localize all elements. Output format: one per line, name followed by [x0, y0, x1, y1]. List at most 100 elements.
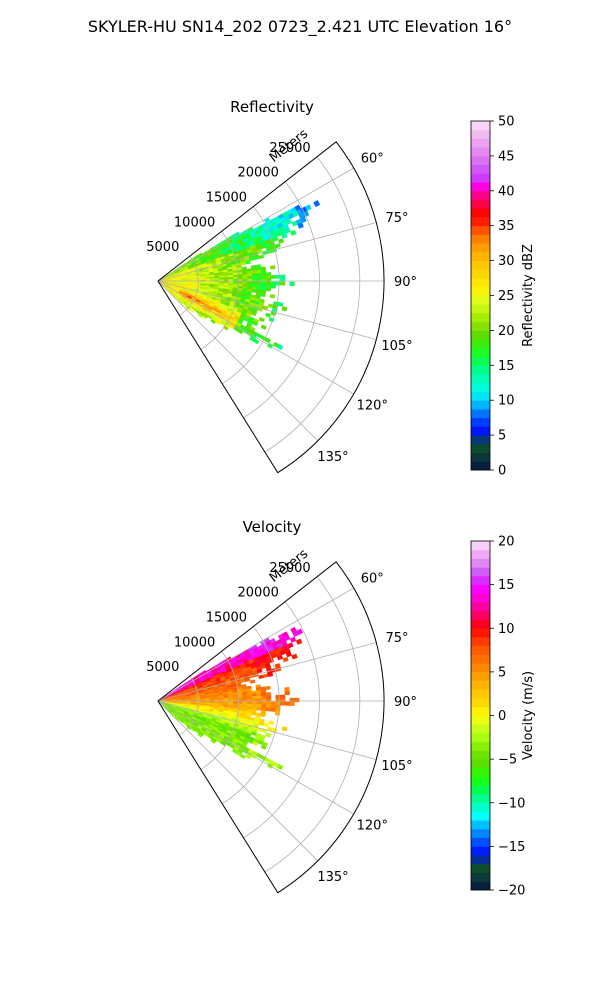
- field-cell: [297, 222, 304, 229]
- field-cell: [275, 694, 281, 699]
- colorbar-segment: [471, 269, 490, 279]
- colorbar-segment: [471, 785, 490, 795]
- field-cell: [261, 692, 267, 697]
- field-cell: [237, 328, 244, 335]
- field-cell: [228, 281, 234, 284]
- colorbar-segment: [471, 182, 490, 192]
- colorbar-tick-label: −10: [498, 796, 525, 811]
- colorbar-segment: [471, 820, 490, 830]
- colorbar-tick-label: 50: [498, 115, 515, 130]
- reflectivity-colorbar-label: Reflectivity dBZ: [521, 244, 536, 347]
- reflectivity-frame: [157, 141, 385, 474]
- colorbar-segment: [471, 391, 490, 401]
- field-cell: [268, 720, 275, 725]
- colorbar-tick-label: 25: [498, 289, 515, 304]
- field-cell: [251, 701, 258, 705]
- field-cell: [256, 695, 262, 700]
- field-cell: [251, 695, 258, 700]
- radial-tick-label: 10000: [174, 215, 215, 230]
- radial-tick-label: 25000: [269, 141, 310, 156]
- field-cell: [251, 281, 258, 285]
- field-cell: [265, 701, 272, 706]
- colorbar-segment: [471, 190, 490, 200]
- colorbar-segment: [471, 260, 490, 270]
- field-cell: [178, 719, 184, 724]
- colorbar-segment: [471, 715, 490, 725]
- field-cell: [284, 701, 290, 706]
- field-cell: [245, 753, 252, 760]
- colorbar-segment: [471, 741, 490, 751]
- radial-tick-label: 5000: [146, 240, 179, 255]
- colorbar-segment: [471, 461, 490, 471]
- colorbar-segment: [471, 365, 490, 375]
- sector-frame: [157, 141, 385, 474]
- field-cell: [256, 269, 262, 274]
- sector-frame: [157, 561, 385, 894]
- field-cell: [242, 696, 248, 700]
- field-cell: [228, 701, 234, 704]
- colorbar-segment: [471, 645, 490, 655]
- field-cell: [290, 229, 297, 236]
- colorbar-tick-label: 0: [498, 464, 506, 479]
- reflectivity-field: [157, 200, 321, 351]
- field-cell: [270, 274, 276, 279]
- angular-tick-label: 105°: [381, 339, 412, 354]
- field-cell: [260, 713, 266, 718]
- colorbar-segment: [471, 872, 490, 882]
- angular-tick-label: 60°: [361, 151, 384, 166]
- field-cell: [265, 685, 271, 690]
- grid-spoke: [157, 700, 354, 815]
- field-cell: [215, 320, 221, 326]
- field-cell: [265, 275, 272, 279]
- field-cell: [252, 740, 259, 746]
- colorbar-tick-label: 20: [498, 324, 515, 339]
- field-cell: [265, 281, 272, 286]
- radial-tick-label: 5000: [146, 660, 179, 675]
- velocity-angular-ticks: 60° 75° 90° 105° 120° 135°: [317, 571, 417, 885]
- field-cell: [258, 254, 265, 260]
- colorbar-segment: [471, 654, 490, 664]
- field-cell: [251, 693, 258, 697]
- figure-suptitle: SKYLER-HU SN14_202 0723_2.421 UTC Elevat…: [88, 17, 512, 37]
- field-cell: [239, 753, 246, 760]
- field-cell: [304, 204, 312, 212]
- field-cell: [242, 701, 248, 705]
- colorbar-tick-label: 45: [498, 149, 515, 164]
- field-cell: [256, 668, 263, 674]
- colorbar-tick-label: 5: [498, 665, 506, 680]
- field-cell: [178, 299, 183, 304]
- field-cell: [251, 275, 258, 280]
- colorbar-segment: [471, 278, 490, 288]
- field-cell: [270, 704, 276, 709]
- colorbar-segment: [471, 802, 490, 812]
- field-cell: [269, 294, 276, 299]
- grid-spoke: [157, 587, 354, 702]
- field-cell: [261, 695, 267, 700]
- grid-spoke: [157, 222, 377, 282]
- field-cell: [260, 744, 267, 750]
- field-cell: [197, 313, 203, 318]
- colorbar-tick-label: −5: [498, 753, 517, 768]
- colorbar-segment: [471, 863, 490, 873]
- colorbar-segment: [471, 671, 490, 682]
- colorbar-tick-label: −20: [498, 884, 525, 899]
- radial-tick-label: 20000: [238, 586, 279, 601]
- field-cell: [296, 628, 304, 636]
- colorbar-segment: [471, 243, 490, 253]
- grid-arc: [221, 206, 280, 385]
- field-cell: [223, 697, 229, 700]
- field-cell: [265, 704, 272, 709]
- field-cell: [278, 238, 285, 244]
- field-cell: [189, 308, 195, 313]
- field-cell: [218, 277, 225, 280]
- colorbar-segment: [471, 443, 490, 453]
- colorbar-segment: [471, 251, 490, 262]
- field-cell: [289, 701, 295, 707]
- field-cell: [275, 704, 281, 709]
- velocity-grid: [157, 576, 384, 873]
- colorbar-segment: [471, 732, 490, 743]
- angular-tick-label: 135°: [317, 870, 348, 885]
- field-cell: [295, 638, 303, 645]
- colorbar-tick-label: 40: [498, 184, 515, 199]
- field-cell: [275, 701, 281, 706]
